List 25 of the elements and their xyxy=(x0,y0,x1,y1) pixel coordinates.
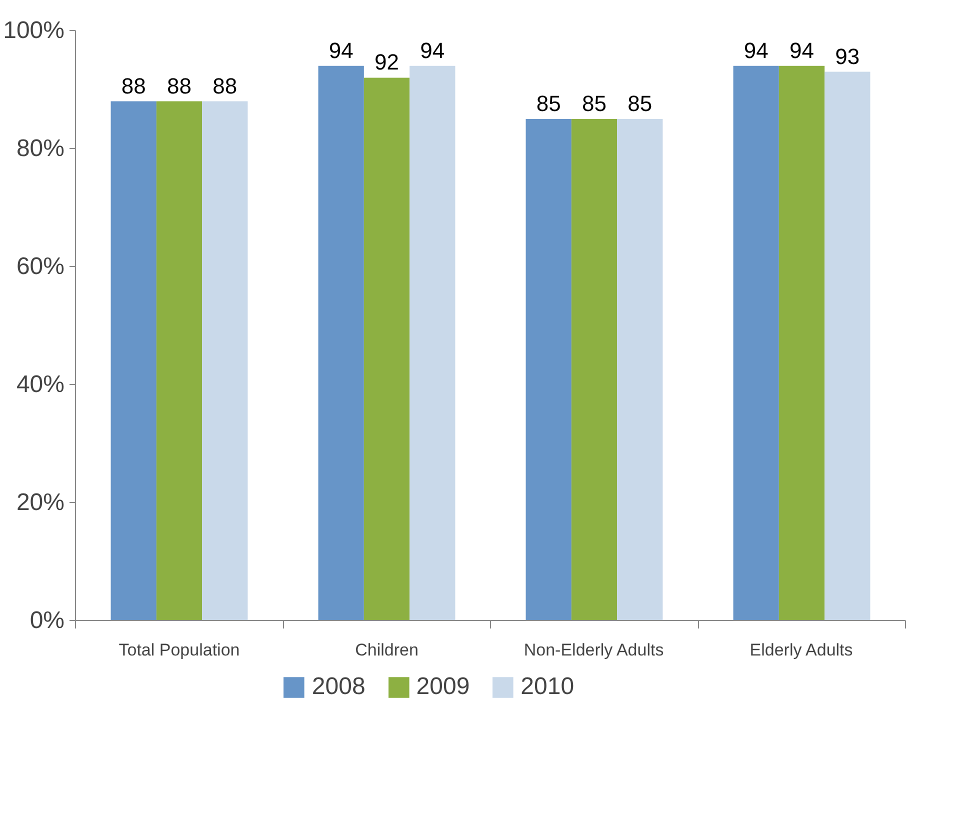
y-tick-label: 80% xyxy=(16,135,65,162)
legend-label: 2008 xyxy=(312,673,366,701)
y-tick-label: 100% xyxy=(3,17,65,44)
data-label: 94 xyxy=(790,38,814,63)
legend-label: 2009 xyxy=(416,673,470,701)
legend-label: 2010 xyxy=(520,673,574,701)
y-tick-label: 20% xyxy=(16,489,65,516)
data-label: 88 xyxy=(121,73,146,98)
data-label: 85 xyxy=(536,91,561,116)
data-label: 94 xyxy=(328,38,354,63)
x-tick-label: Children xyxy=(355,640,418,660)
y-tick-label: 60% xyxy=(16,253,65,280)
x-tick-label: Total Population xyxy=(118,640,240,660)
y-tick-label: 0% xyxy=(30,607,64,634)
x-tick-label: Non-Elderly Adults xyxy=(524,640,664,660)
x-tick-label: Elderly Adults xyxy=(750,640,853,660)
data-label: 93 xyxy=(835,44,860,69)
data-label: 92 xyxy=(374,50,399,75)
data-label: 94 xyxy=(420,38,445,63)
data-label: 88 xyxy=(167,73,192,98)
data-label: 94 xyxy=(744,38,768,63)
data-label: 88 xyxy=(212,73,238,98)
data-label: 85 xyxy=(628,91,652,116)
data-label: 85 xyxy=(582,91,606,116)
y-tick-label: 40% xyxy=(16,371,65,398)
